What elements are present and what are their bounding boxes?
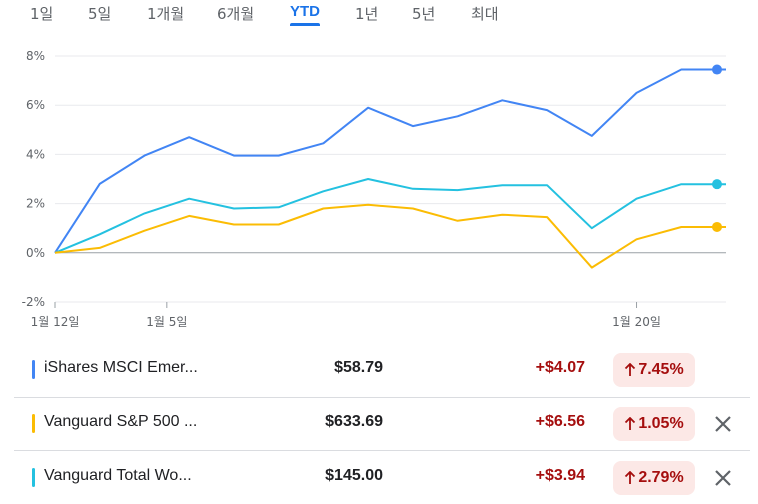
tab-label: 1일 [30, 5, 54, 23]
row-divider [14, 397, 750, 398]
tab-max[interactable]: 최대 [471, 3, 499, 24]
close-icon[interactable] [712, 413, 734, 435]
percent-change-badge: 2.79% [613, 461, 695, 495]
tab-1-year[interactable]: 1년 [355, 3, 378, 24]
tab-5-days[interactable]: 5일 [88, 3, 111, 24]
tab-ytd[interactable]: YTD [290, 3, 320, 26]
active-tab-indicator [290, 23, 320, 26]
tab-6-months[interactable]: 6개월 [217, 3, 254, 24]
series-color-marker [32, 468, 35, 487]
tab-label: 5일 [88, 5, 112, 23]
percent-change-value: 1.05% [638, 415, 684, 432]
series-endpoint [712, 64, 722, 75]
performance-chart[interactable]: 8% 6% 4% 2% 0% -2% 1월 5일 1월 12일 1월 20일 [0, 30, 758, 340]
holding-change: +$3.94 [535, 467, 585, 484]
holding-change: +$6.56 [535, 413, 585, 430]
series-color-marker [32, 360, 35, 379]
time-range-tabs: 1일 5일 1개월 6개월 YTD 1년 5년 최대 [0, 0, 758, 30]
percent-change-badge: 7.45% [613, 353, 695, 387]
tab-5-years[interactable]: 5년 [412, 3, 435, 24]
tab-1-month[interactable]: 1개월 [147, 3, 184, 24]
series-line [54, 203, 726, 269]
x-tick-label: 1월 5일 [146, 315, 187, 329]
y-tick-label: 0% [26, 246, 45, 260]
series-endpoint [712, 221, 722, 232]
holding-row-emerging-markets[interactable]: iShares MSCI Emer... $58.79 +$4.07 7.45% [14, 343, 750, 396]
holding-price: $58.79 [334, 359, 383, 376]
y-tick-label: 6% [26, 98, 45, 112]
y-tick-label: 8% [26, 49, 45, 63]
arrow-up-icon [625, 417, 636, 430]
tab-label: 6개월 [217, 5, 255, 23]
holding-name: iShares MSCI Emer... [44, 359, 198, 376]
holding-name: Vanguard Total Wo... [44, 467, 192, 484]
x-tick-label: 1월 20일 [612, 315, 661, 329]
percent-change-value: 2.79% [638, 469, 684, 486]
tab-label: 1년 [355, 5, 379, 23]
close-icon[interactable] [712, 467, 734, 489]
y-tick-label: 4% [26, 147, 45, 161]
series-line [54, 68, 726, 254]
x-tick-label: 1월 12일 [31, 315, 80, 329]
percent-change-value: 7.45% [638, 361, 684, 378]
arrow-up-icon [625, 471, 636, 484]
series-color-marker [32, 414, 35, 433]
holding-change: +$4.07 [535, 359, 585, 376]
y-tick-label: -2% [22, 295, 45, 309]
tab-label: 최대 [471, 5, 499, 23]
y-tick-label: 2% [26, 197, 45, 211]
series-line [54, 178, 726, 254]
tab-1-day[interactable]: 1일 [30, 3, 53, 24]
holding-name: Vanguard S&P 500 ... [44, 413, 198, 430]
tab-label: 5년 [412, 5, 436, 23]
tab-label: 1개월 [147, 5, 185, 23]
holding-price: $633.69 [325, 413, 383, 430]
holding-row-total-world[interactable]: Vanguard Total Wo... $145.00 +$3.94 2.79… [14, 451, 750, 504]
arrow-up-icon [625, 363, 636, 376]
row-divider [14, 450, 750, 451]
tab-label: YTD [290, 3, 320, 20]
holding-row-sp500[interactable]: Vanguard S&P 500 ... $633.69 +$6.56 1.05… [14, 397, 750, 450]
series-endpoint [712, 179, 722, 190]
holding-price: $145.00 [325, 467, 383, 484]
percent-change-badge: 1.05% [613, 407, 695, 441]
